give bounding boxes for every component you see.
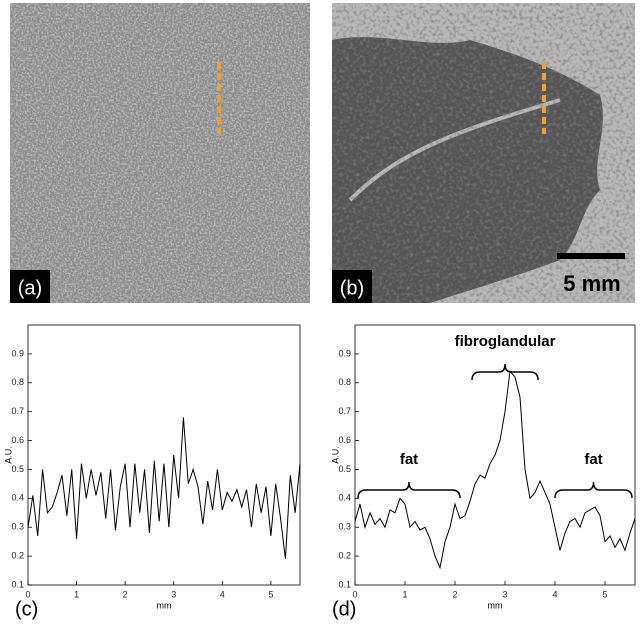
x-tick-label: 4	[552, 589, 557, 599]
data-line	[27, 417, 301, 560]
y-tick-label: 0.5	[338, 464, 351, 474]
y-tick-label: 0.3	[338, 522, 351, 532]
x-tick-label: 2	[123, 589, 128, 599]
x-tick-label: 0	[25, 589, 30, 599]
y-tick-label: 0.1	[11, 579, 24, 589]
y-tick-label: 0.6	[11, 435, 24, 445]
annotation-brace	[554, 481, 633, 499]
x-tick-label: 3	[502, 589, 507, 599]
x-tick-label: 3	[171, 589, 176, 599]
image-a: (a)	[10, 3, 310, 303]
y-tick-label: 0.6	[338, 435, 351, 445]
y-tick-label: 0.2	[338, 550, 351, 560]
y-tick-label: 0.5	[11, 464, 24, 474]
panel-label: (a)	[18, 277, 42, 299]
y-axis-label: A.U.	[3, 446, 13, 464]
annotation: fat	[584, 451, 602, 468]
y-tick-label: 0.4	[11, 493, 24, 503]
annotation: fat	[400, 451, 418, 468]
panel-label: (d)	[332, 598, 356, 620]
x-tick-label: 5	[602, 589, 607, 599]
y-tick-label: 0.7	[11, 406, 24, 416]
y-tick-label: 0.4	[338, 493, 351, 503]
plot-frame	[354, 324, 636, 586]
x-tick-label: 4	[220, 589, 225, 599]
image-b: (b) 5 mm	[332, 3, 635, 303]
scale-bar-label: 5 mm	[563, 271, 620, 296]
data-line	[354, 370, 636, 570]
panel-label: (c)	[15, 598, 38, 620]
y-tick-label: 0.9	[338, 348, 351, 358]
x-tick-label: 1	[402, 589, 407, 599]
annotation-brace	[471, 363, 539, 381]
y-tick-label: 0.8	[11, 377, 24, 387]
x-tick-label: 0	[352, 589, 357, 599]
y-tick-label: 0.9	[11, 348, 24, 358]
panel-label: (b)	[340, 277, 364, 299]
x-tick-label: 1	[74, 589, 79, 599]
y-axis-label: A.U.	[330, 446, 340, 464]
y-tick-label: 0.7	[338, 406, 351, 416]
x-tick-label: 5	[268, 589, 273, 599]
y-tick-label: 0.1	[338, 579, 351, 589]
y-tick-label: 0.2	[11, 550, 24, 560]
x-axis-label: mm	[157, 600, 172, 610]
y-tick-label: 0.3	[11, 522, 24, 532]
annotation: fibroglandular	[455, 333, 556, 350]
y-tick-label: 0.8	[338, 377, 351, 387]
annotation-brace	[357, 481, 461, 499]
plot-frame	[27, 324, 301, 586]
x-tick-label: 2	[452, 589, 457, 599]
x-axis-label: mm	[488, 600, 503, 610]
